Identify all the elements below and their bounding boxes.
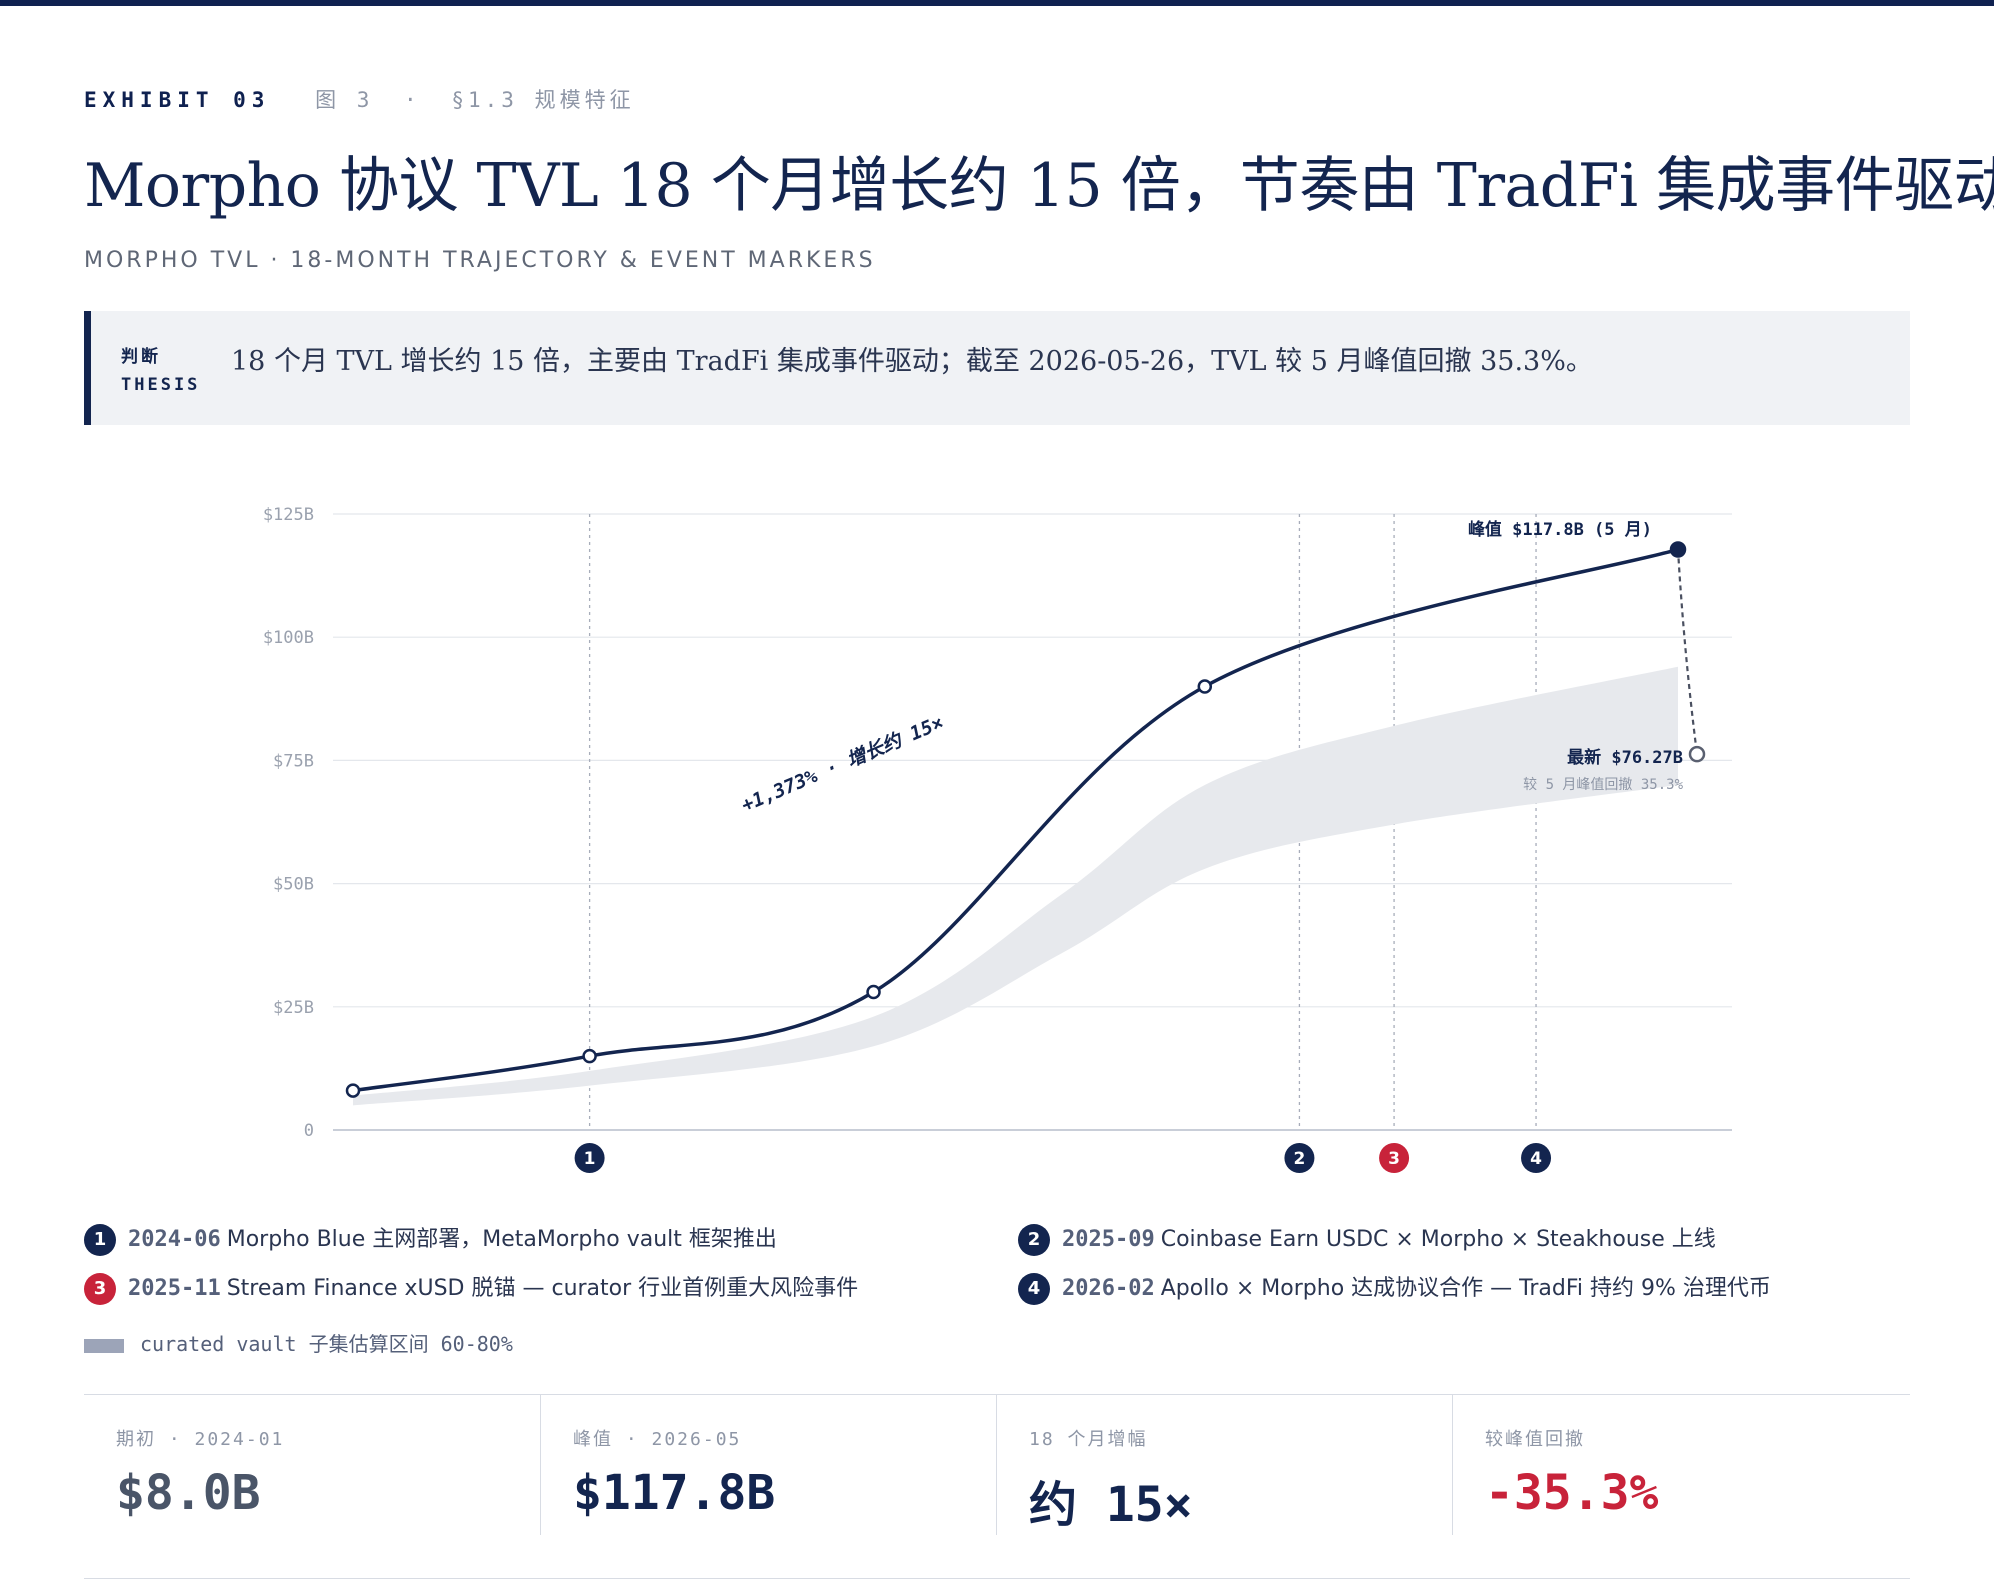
legend-marker-4: 4 (1018, 1273, 1050, 1305)
top-accent-bar (0, 0, 1994, 6)
legend-date-2: 2025-09 (1062, 1227, 1155, 1252)
y-tick-label: $100B (263, 628, 314, 648)
y-tick-label: $75B (273, 751, 314, 771)
thesis-label-en: THESIS (121, 375, 201, 395)
event-marker-2 (1284, 1143, 1315, 1173)
legend-text-1: Morpho Blue 主网部署，MetaMorpho vault 框架推出 (226, 1227, 777, 1252)
stat-start: 期初 · 2024-01 $8.0B (84, 1395, 540, 1535)
section-label: §1.3 规模特征 (451, 88, 635, 112)
thesis-label: 判断 THESIS (121, 343, 200, 399)
data-point (1197, 679, 1213, 694)
event-marker-label-2: 2 (1294, 1149, 1306, 1169)
eyebrow-dot: · (404, 88, 421, 112)
event-marker-3 (1379, 1143, 1410, 1173)
stat-value: $8.0B (116, 1465, 261, 1521)
legend-date-4: 2026-02 (1062, 1276, 1155, 1301)
legend-text-3: Stream Finance xUSD 脱锚 — curator 行业首例重大风… (226, 1276, 859, 1301)
page-title: Morpho 协议 TVL 18 个月增长约 15 倍，节奏由 TradFi 集… (84, 151, 1994, 221)
y-tick-label: 0 (304, 1121, 314, 1141)
figure-label: 图 3 (315, 88, 374, 112)
stats-strip: 期初 · 2024-01 $8.0B 峰值 · 2026-05 $117.8B … (84, 1394, 1910, 1579)
stat-label: 18 个月增幅 (1029, 1429, 1148, 1450)
event-marker-label-1: 1 (584, 1149, 596, 1169)
peak-annotation: 峰值 $117.8B (5 月) (1468, 519, 1652, 540)
data-point (866, 984, 881, 1000)
data-point (345, 1083, 361, 1098)
exhibit-eyebrow: EXHIBIT 03 图 3 · §1.3 规模特征 (84, 84, 635, 114)
legend-item-1: 1 2024-06 Morpho Blue 主网部署，MetaMorpho vaul… (84, 1221, 777, 1256)
y-tick-label: $125B (263, 505, 314, 525)
latest-point (1688, 745, 1706, 763)
tvl-chart: $125B $100B $75B $50B $25B 0 1 2 3 4 +1,373% · 增长约… (263, 505, 1732, 1173)
legend-marker-1: 1 (84, 1224, 116, 1256)
event-marker-label-3: 3 (1388, 1149, 1400, 1169)
stat-growth: 18 个月增幅 约 15× (996, 1395, 1453, 1535)
exhibit-label: EXHIBIT 03 (84, 88, 271, 112)
drawdown-annotation: 较 5 月峰值回撤 35.3% (1523, 777, 1683, 793)
stat-value: $117.8B (573, 1465, 776, 1521)
stat-peak: 峰值 · 2026-05 $117.8B (540, 1395, 997, 1535)
legend-date-3: 2025-11 (128, 1276, 221, 1301)
band-legend: curated vault 子集估算区间 60-80% (84, 1328, 513, 1357)
peak-point (1669, 541, 1687, 558)
stat-label: 峰值 · 2026-05 (573, 1429, 742, 1450)
thesis-text: 18 个月 TVL 增长约 15 倍，主要由 TradFi 集成事件驱动；截至 … (231, 346, 1593, 377)
data-point (582, 1048, 597, 1064)
growth-annotation: +1,373% · 增长约 15× (738, 712, 946, 817)
tvl-line (351, 547, 1680, 1093)
event-marker-label-4: 4 (1530, 1149, 1542, 1169)
legend-item-4: 4 2026-02 Apollo × Morpho 达成协议合作 — TradFi … (1018, 1270, 1771, 1305)
stat-label: 较峰值回撤 (1485, 1429, 1585, 1450)
drawdown-connector (1676, 549, 1699, 755)
stat-value: -35.3% (1485, 1465, 1659, 1521)
legend-text-4: Apollo × Morpho 达成协议合作 — TradFi 持约 9% 治理… (1160, 1276, 1771, 1301)
legend-item-2: 2 2025-09 Coinbase Earn USDC × Morpho × St… (1018, 1221, 1716, 1256)
legend-text-2: Coinbase Earn USDC × Morpho × Steakhouse… (1160, 1227, 1716, 1252)
latest-annotation: 最新 $76.27B (1567, 747, 1683, 768)
band-legend-label: curated vault 子集估算区间 60-80% (140, 1332, 513, 1356)
event-marker-4 (1521, 1143, 1552, 1173)
thesis-label-cn: 判断 (121, 347, 161, 367)
legend-marker-2: 2 (1018, 1224, 1050, 1256)
curated-vault-band (353, 666, 1678, 1106)
stat-label: 期初 · 2024-01 (116, 1429, 285, 1450)
legend-item-3: 3 2025-11 Stream Finance xUSD 脱锚 — curator… (84, 1270, 858, 1305)
legend-date-1: 2024-06 (128, 1227, 221, 1252)
legend-marker-3: 3 (84, 1273, 116, 1305)
event-marker-1 (574, 1143, 605, 1173)
band-swatch (84, 1338, 124, 1353)
y-tick-label: $50B (273, 875, 314, 895)
y-tick-label: $25B (273, 998, 314, 1018)
stat-value: 约 15× (1029, 1477, 1193, 1533)
stat-drawdown: 较峰值回撤 -35.3% (1452, 1395, 1909, 1535)
page-subtitle: MORPHO TVL · 18-MONTH TRAJECTORY & EVENT… (84, 248, 876, 273)
thesis-box: 判断 THESIS 18 个月 TVL 增长约 15 倍，主要由 TradFi … (84, 311, 1910, 425)
